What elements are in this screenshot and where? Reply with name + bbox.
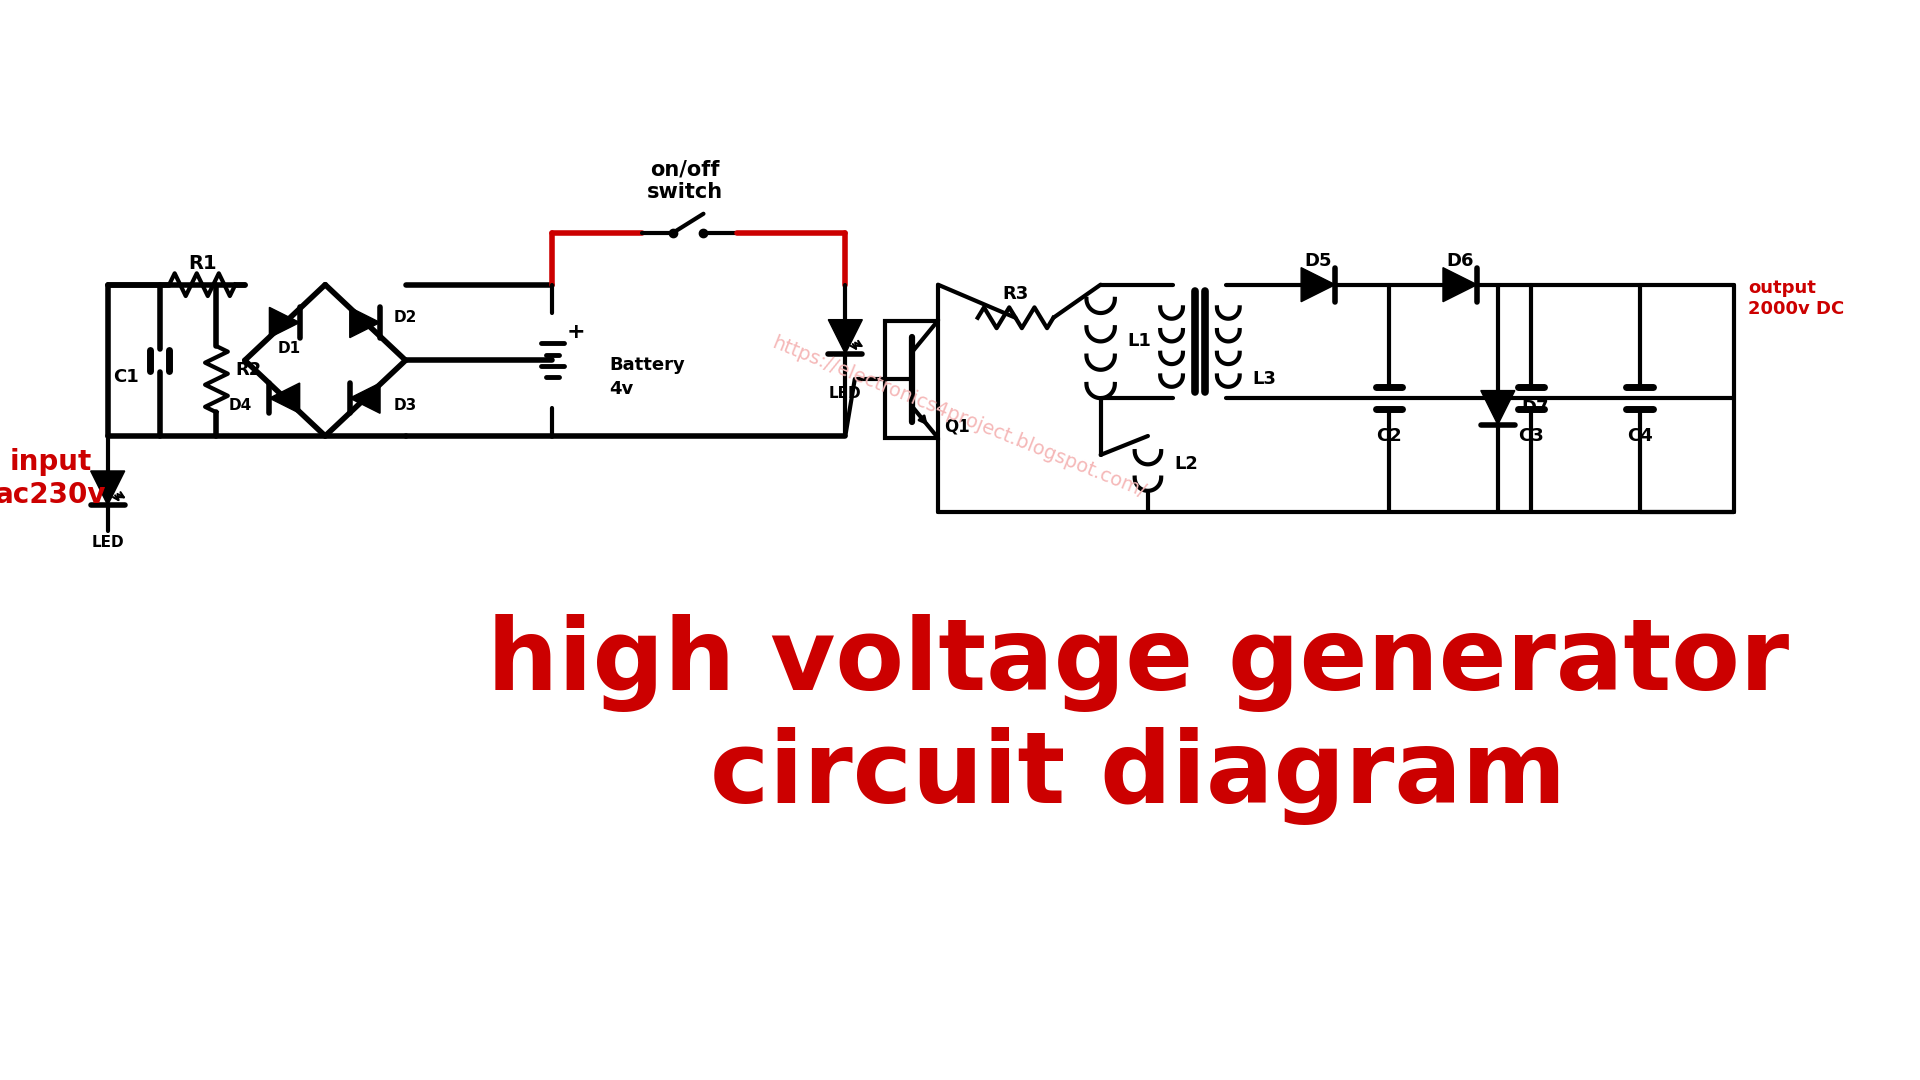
Polygon shape (349, 383, 380, 414)
Text: Battery: Battery (609, 356, 685, 374)
Text: C2: C2 (1377, 427, 1402, 445)
Polygon shape (269, 308, 300, 338)
Text: circuit diagram: circuit diagram (710, 728, 1567, 825)
Text: C4: C4 (1626, 427, 1653, 445)
Text: C1: C1 (113, 368, 138, 387)
Text: LED: LED (829, 386, 862, 401)
Polygon shape (1302, 268, 1334, 301)
Text: D3: D3 (394, 399, 417, 414)
Text: L3: L3 (1252, 370, 1275, 388)
Text: input
ac230v: input ac230v (0, 448, 108, 509)
Text: D4: D4 (228, 399, 252, 414)
Polygon shape (90, 471, 125, 505)
Text: on/off
switch: on/off switch (647, 159, 722, 202)
Text: 4v: 4v (609, 380, 634, 397)
Polygon shape (1480, 391, 1515, 424)
Text: L1: L1 (1127, 333, 1150, 350)
Text: R2: R2 (236, 361, 261, 379)
Text: +: + (566, 322, 586, 342)
Text: D2: D2 (394, 310, 417, 325)
Polygon shape (828, 320, 862, 354)
Text: D5: D5 (1304, 252, 1332, 270)
Text: D6: D6 (1446, 252, 1475, 270)
Text: C3: C3 (1519, 427, 1544, 445)
Text: D7: D7 (1521, 399, 1549, 417)
Text: L2: L2 (1175, 456, 1198, 473)
Text: Q1: Q1 (945, 418, 970, 435)
Text: R3: R3 (1002, 285, 1029, 303)
Polygon shape (1444, 268, 1476, 301)
Text: LED: LED (92, 536, 125, 551)
Bar (885, 321, 939, 437)
Text: R1: R1 (188, 255, 217, 273)
Text: https://electronics4project.blogspot.com/: https://electronics4project.blogspot.com… (770, 333, 1148, 501)
Polygon shape (269, 383, 300, 414)
Text: high voltage generator: high voltage generator (488, 613, 1789, 712)
Polygon shape (349, 308, 380, 338)
Text: output
2000v DC: output 2000v DC (1749, 280, 1845, 319)
Text: D1: D1 (278, 341, 301, 356)
